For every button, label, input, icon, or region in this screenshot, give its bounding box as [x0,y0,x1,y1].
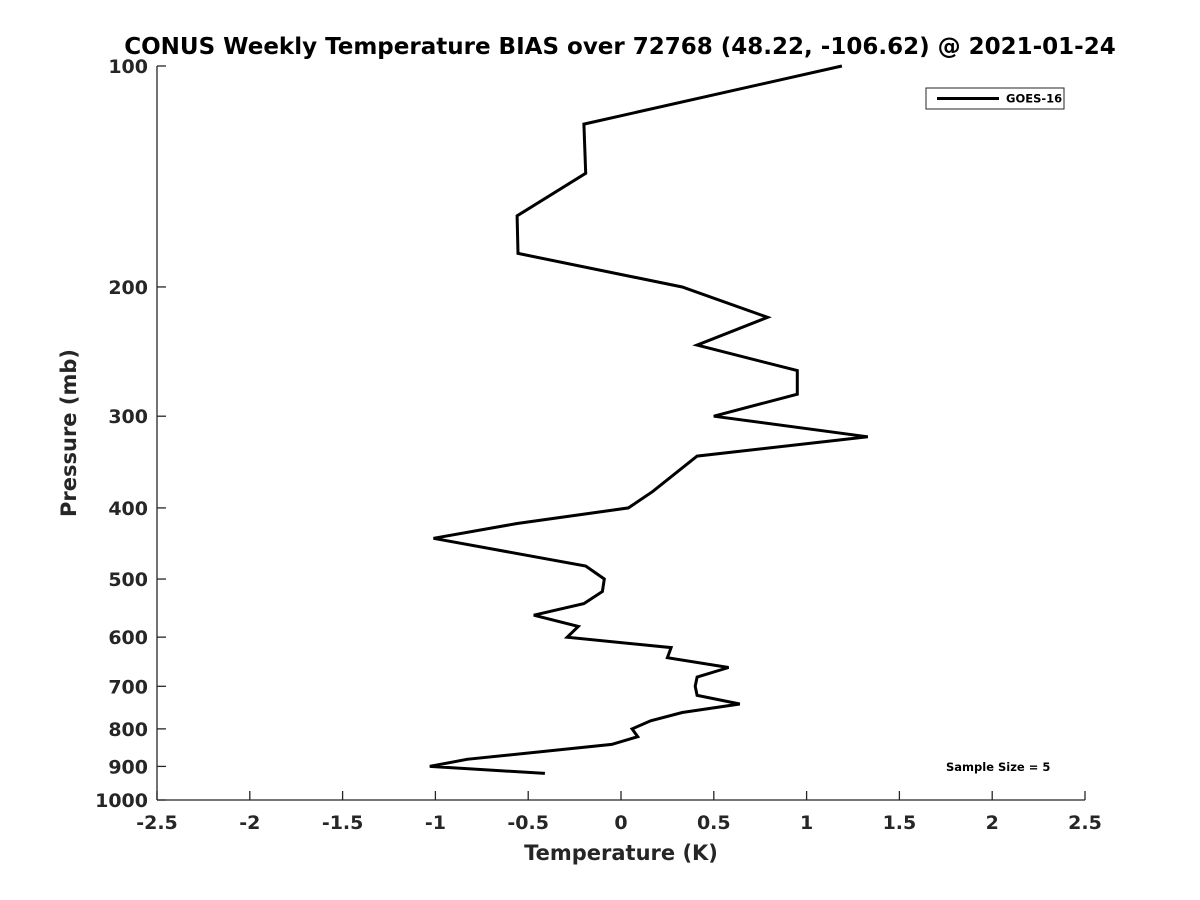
x-tick-label: -1 [425,812,446,834]
y-tick-label: 400 [108,498,148,520]
x-axis-label: Temperature (K) [524,841,718,865]
x-tick-label: 0 [614,812,627,834]
y-tick-label: 900 [108,756,148,778]
x-tick-label: 2 [986,812,999,834]
x-tick-label: -1.5 [322,812,364,834]
legend-label-goes-16: GOES-16 [1006,92,1062,106]
x-tick-label: 0.5 [697,812,731,834]
y-tick-label: 700 [108,676,148,698]
y-tick-label: 200 [108,277,148,299]
x-tick-label: -2.5 [136,812,178,834]
y-tick-label: 800 [108,719,148,741]
x-tick-label: -0.5 [507,812,549,834]
y-tick-label: 500 [108,569,148,591]
series-line-goes-16 [429,64,868,775]
y-tick-label: 300 [108,406,148,428]
y-tick-label: 1000 [95,790,148,812]
x-tick-label: 2.5 [1068,812,1102,834]
y-tick-label: 100 [108,56,148,78]
legend: GOES-16 [925,87,1065,110]
chart-title: CONUS Weekly Temperature BIAS over 72768… [124,34,1115,60]
sample-size-annotation: Sample Size = 5 [946,760,1050,774]
y-tick-label: 600 [108,627,148,649]
x-tick-label: 1 [800,812,813,834]
x-tick-label: 1.5 [883,812,917,834]
y-axis-label: Pressure (mb) [57,349,81,517]
x-tick-label: -2 [239,812,260,834]
